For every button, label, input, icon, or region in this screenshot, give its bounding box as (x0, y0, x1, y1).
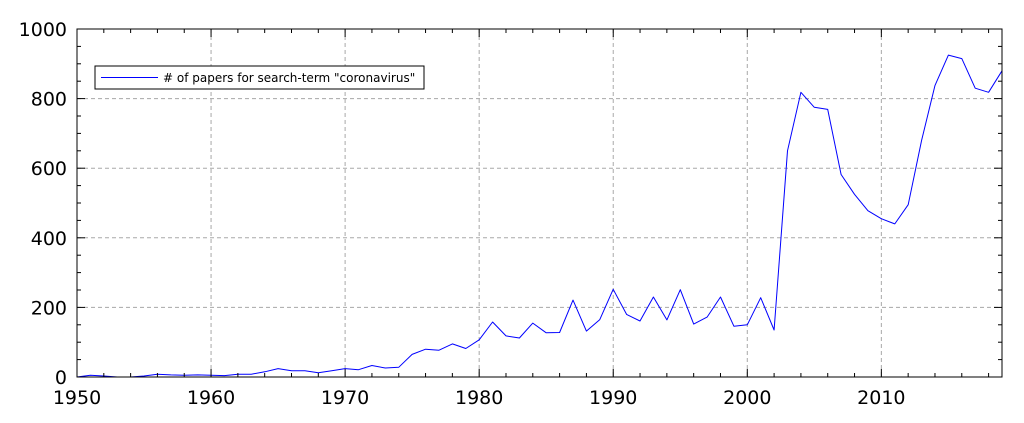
tick-marks (76, 28, 1002, 378)
legend-box (94, 65, 425, 90)
y-tick-label: 1000 (19, 19, 67, 41)
y-tick-label: 0 (55, 367, 67, 389)
legend-entry-label: # of papers for search-term "coronavirus… (163, 71, 415, 85)
x-tick-label: 1970 (321, 387, 369, 409)
y-tick-label: 600 (31, 158, 67, 180)
y-tick-label: 400 (31, 228, 67, 250)
y-tick-label: 200 (31, 297, 67, 319)
x-tick-label: 2000 (723, 387, 771, 409)
x-tick-label: 1980 (455, 387, 503, 409)
x-tick-label: 1950 (53, 387, 101, 409)
x-tick-labels: 1950 1960 1970 1980 1990 2000 2010 (53, 387, 906, 409)
legend: # of papers for search-term "coronavirus… (94, 65, 425, 90)
y-tick-label: 800 (31, 89, 67, 111)
x-tick-label: 1960 (187, 387, 235, 409)
x-tick-label: 1990 (589, 387, 637, 409)
series-line (76, 29, 1003, 378)
x-tick-label: 2010 (857, 387, 905, 409)
y-tick-labels: 0 200 400 600 800 1000 (19, 19, 67, 389)
series-layer (76, 29, 1003, 378)
